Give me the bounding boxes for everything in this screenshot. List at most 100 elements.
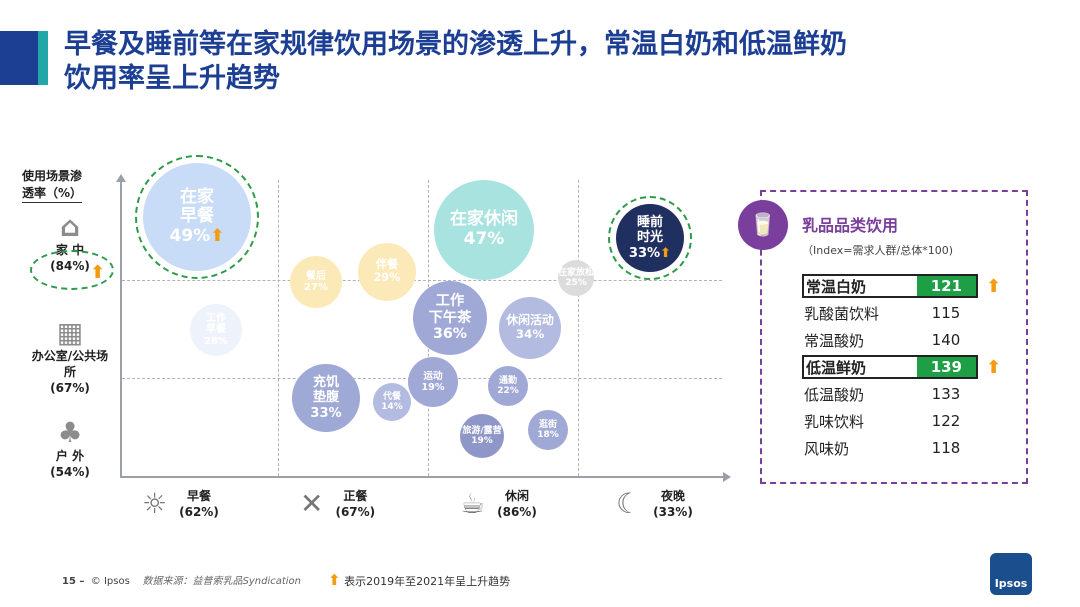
panel-row: 常温白奶 121 ⬆: [802, 274, 1001, 298]
bubble-point: 工作 下午茶 36%: [413, 281, 487, 355]
bubble-value: 47%: [463, 229, 505, 249]
bubble-label: 休闲活动: [506, 313, 554, 328]
page-title-line2: 饮用率呈上升趋势: [64, 63, 280, 94]
legend-up-arrow-icon: ⬆: [328, 571, 341, 589]
bubble-point: 代餐 14%: [373, 383, 411, 421]
x-category-night-name: 夜晚: [660, 488, 685, 503]
y-axis-label-line2: 透率（%）: [22, 185, 83, 203]
bubble-label-2: 下午茶: [428, 309, 472, 326]
x-category-meal-value: (67%): [335, 504, 376, 519]
bubble-value: 25%: [565, 278, 587, 288]
bubble-label: 运动: [423, 370, 443, 382]
house-icon: ⌂: [59, 210, 81, 243]
panel-row-name: 乳味饮料: [804, 412, 865, 431]
x-category-leisure-name: 休闲: [504, 488, 529, 503]
bubble-label: 工作: [206, 312, 226, 324]
bubble-point: 通勤 22%: [488, 366, 528, 406]
bubble-label: 餐后: [306, 270, 326, 282]
bubble-highlight-ring: [135, 155, 259, 279]
x-category-breakfast-value: (62%): [179, 504, 219, 519]
x-axis: [120, 472, 731, 482]
y-category-outdoor: ♣ 户 外 (54%): [42, 418, 98, 480]
x-category-night-value: (33%): [653, 504, 693, 519]
ipsos-logo: Ipsos: [990, 553, 1032, 595]
panel-row-name: 低温酸奶: [804, 385, 865, 404]
panel-title: 乳品品类饮用: [802, 216, 899, 235]
bubble-label: 通勤: [498, 375, 517, 386]
bubble-label-2: 早餐: [180, 206, 214, 227]
panel-subtitle: （Index=需求人群/总体*100): [802, 244, 953, 257]
y-axis-label-line1: 使用场景渗: [22, 169, 83, 183]
bubble-value: 19%: [471, 436, 493, 446]
home-highlight-ring: [30, 250, 114, 290]
bubble-label: 伴餐: [375, 258, 399, 272]
y-category-office-name: 办公室/公共场: [31, 349, 109, 363]
panel-row-value: 121: [916, 276, 976, 296]
y-category-office-value: (67%): [50, 381, 90, 395]
panel-row: 常温酸奶 140: [802, 328, 978, 352]
bubble-highlight-ring: [608, 196, 692, 280]
bubble-value: 29%: [373, 271, 401, 284]
panel-row: 低温酸奶 133: [802, 382, 978, 406]
y-axis: [116, 174, 126, 476]
gridline-v-1: [278, 180, 279, 476]
trend-up-icon: ⬆: [660, 245, 672, 261]
bubble-label: 逛街: [538, 419, 557, 430]
page-title-line1: 早餐及睡前等在家规律饮用场景的渗透上升，常温白奶和低温鲜奶: [64, 29, 847, 60]
footer-page: 15 –: [62, 576, 85, 587]
office-icon: ▦: [56, 316, 84, 349]
bubble-label-2: 早餐: [206, 324, 226, 336]
bubble-point: 在家休闲 47%: [434, 180, 534, 280]
bubble-value: 33%: [310, 405, 342, 421]
panel-row-value: 118: [931, 439, 961, 457]
bubble-point: 工作 早餐 28%: [190, 304, 242, 356]
footer: 15 – © Ipsos 数据来源：益普索乳品Syndication: [62, 572, 301, 587]
bubble-point: 伴餐 29%: [358, 243, 416, 301]
panel-row-name: 低温鲜奶: [806, 358, 867, 377]
gridline-h-1: [122, 280, 722, 281]
page-title: 早餐及睡前等在家规律饮用场景的渗透上升，常温白奶和低温鲜奶 饮用率呈上升趋势: [64, 28, 1044, 96]
bubble-value: 33% ⬆: [628, 245, 672, 261]
legend-text: 表示2019年至2021年呈上升趋势: [344, 575, 511, 588]
bubble-point: 在家放松 25%: [558, 260, 594, 296]
bubble-label: 代餐: [382, 391, 401, 402]
footer-source: 数据来源：益普索乳品Syndication: [142, 576, 302, 587]
bubble-value: 34%: [515, 327, 545, 341]
bubble-point: 充饥 垫腹 33%: [292, 364, 360, 432]
bubble-label: 在家放松: [558, 267, 595, 278]
title-accent-bar-teal: [38, 31, 48, 85]
bubble-point: 休闲活动 34%: [499, 297, 561, 359]
bubble-point: 睡前 时光 33% ⬆: [616, 204, 684, 272]
bubble-value: 28%: [204, 335, 228, 347]
y-category-outdoor-name: 户 外: [55, 449, 85, 463]
bubble-label: 在家休闲: [450, 209, 518, 230]
panel-row-value: 140: [931, 331, 961, 349]
bubble-value: 18%: [537, 430, 559, 440]
panel-row-name: 风味奶: [804, 439, 850, 458]
bubble-value: 49% ⬆: [169, 225, 225, 246]
panel-row-value: 122: [931, 412, 961, 430]
panel-row-value: 115: [931, 304, 961, 322]
bubble-value: 36%: [432, 326, 468, 343]
bubble-label: 工作: [435, 293, 465, 310]
bubble-label-2: 时光: [636, 230, 664, 246]
panel-row-name: 乳酸菌饮料: [804, 304, 880, 323]
moon-icon: ☾: [616, 487, 642, 520]
bubble-value: 22%: [497, 386, 519, 396]
sun-icon: ☼: [142, 487, 168, 520]
gridline-v-3: [578, 180, 579, 476]
y-category-outdoor-value: (54%): [50, 465, 90, 479]
bubble-point: 餐后 27%: [290, 256, 342, 308]
x-category-meal-name: 正餐: [343, 488, 368, 503]
title-accent-bar: [0, 31, 38, 85]
footer-copyright: © Ipsos: [90, 576, 130, 587]
panel-row: 低温鲜奶 139 ⬆: [802, 355, 1001, 379]
tree-icon: ♣: [57, 416, 83, 449]
bubble-point: 逛街 18%: [528, 410, 568, 450]
bubble-label: 在家: [180, 186, 214, 207]
bubble-point: 旅游/露营 19%: [460, 414, 504, 458]
x-category-leisure-value: (86%): [497, 504, 537, 519]
bubble-label: 旅游/露营: [462, 425, 502, 436]
fork-knife-icon: ✕: [300, 487, 324, 520]
bubble-value: 19%: [421, 382, 445, 393]
